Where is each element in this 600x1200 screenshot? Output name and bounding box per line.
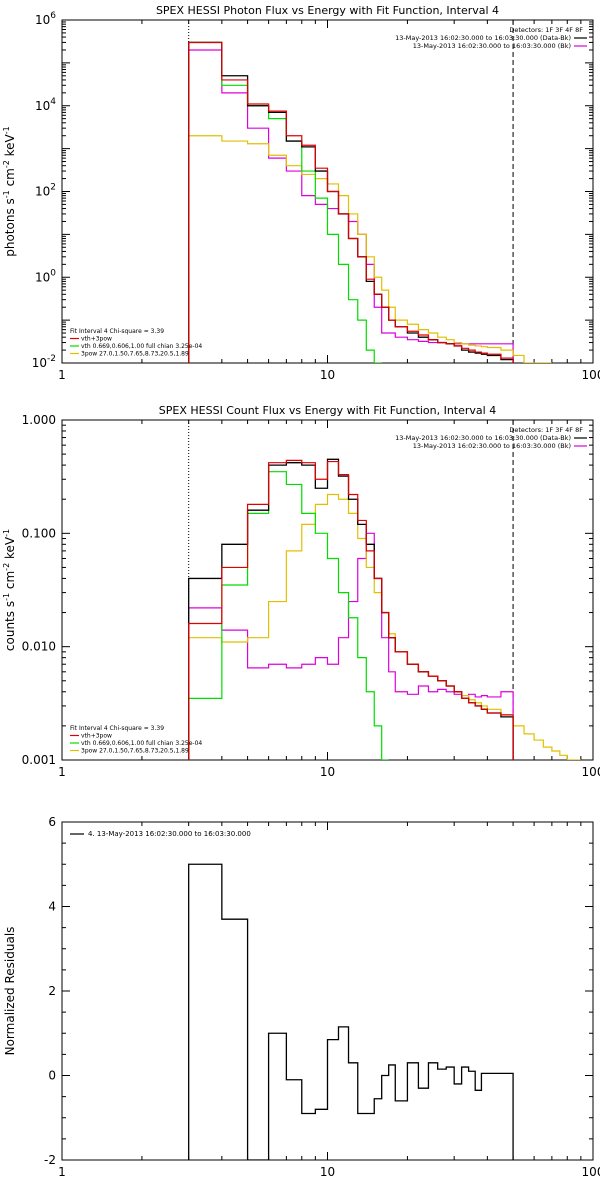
- count-y-tick-label-base: 1.000: [22, 413, 56, 427]
- photon-series-group: [188, 41, 552, 363]
- count-legend-top-item: 13-May-2013 16:02:30.000 to 16:03:30.000…: [413, 442, 571, 450]
- resid-legend-item: 4. 13-May-2013 16:02:30.000 to 16:03:30.…: [88, 830, 251, 838]
- resid-y-tick-label-base: 2: [48, 984, 56, 998]
- count-legend-bottom-item: vth+3pow: [81, 733, 112, 740]
- photon-ylabel-part: cm: [3, 168, 17, 190]
- photon-ylabel: photons s-1 cm-2 keV-1: [2, 126, 17, 257]
- photon-y-tick-label-exp: 4: [50, 97, 56, 107]
- photon-legend-top-item: 13-May-2013 16:02:30.000 to 16:03:30.000…: [413, 42, 571, 50]
- photon-series-thermal: [188, 41, 382, 363]
- count-y-tick-label: 0.001: [22, 753, 56, 767]
- count-x-tick-label: 10: [320, 765, 335, 779]
- count-ylabel-part: counts s: [3, 601, 17, 651]
- count-series-group: [188, 458, 581, 760]
- count-x-tick-label: 100: [582, 765, 600, 779]
- count-legend-bottom: Fit Interval 4 Chi-square = 3.39vth+3pow…: [70, 725, 202, 755]
- photon-legend-top-item: 13-May-2013 16:02:30.000 to 16:03:30.000…: [395, 34, 571, 42]
- count-ylabel-part: cm: [3, 571, 17, 593]
- count-y-tick-label-base: 0.100: [22, 526, 56, 540]
- photon-x-tick-label: 1: [58, 368, 66, 382]
- photon-y-tick-label-exp: 6: [50, 11, 56, 21]
- count-legend-top-item: Detectors: 1F 3F 4F 8F: [509, 426, 583, 434]
- count-legend-bottom-item: vth 0.669,0.606,1.00 full chian 3.25e-04: [81, 740, 202, 747]
- count-x-tick-label: 1: [58, 765, 66, 779]
- resid-y-tick-label-base: 6: [48, 815, 56, 829]
- resid-y-tick-label-base: 0: [48, 1069, 56, 1083]
- photon-y-tick-label-base: 10: [35, 270, 50, 284]
- count-ylabel: counts s-1 cm-2 keV-1: [2, 529, 17, 651]
- count-ylabel-part: -1: [2, 529, 11, 537]
- count-legend-bottom-item: Fit Interval 4 Chi-square = 3.39: [70, 725, 164, 732]
- resid-x-tick-label: 1: [58, 1165, 66, 1179]
- resid-ylabel-part: Normalized Residuals: [3, 927, 17, 1056]
- photon-y-tick-label: 104: [35, 97, 56, 113]
- count-series-data: [188, 458, 514, 760]
- photon-series-data: [188, 41, 514, 363]
- count-series-thermal: [188, 471, 389, 760]
- photon-y-tick-label: 102: [35, 183, 56, 199]
- resid-series-data: [188, 863, 514, 1160]
- count-y-tick-label: 1.000: [22, 413, 56, 427]
- count-y-tick-label: 0.010: [22, 640, 56, 654]
- photon-title: SPEX HESSI Photon Flux vs Energy with Fi…: [156, 4, 499, 17]
- resid-y-tick-label: 2: [48, 984, 56, 998]
- photon-series-total: [188, 41, 514, 363]
- count-series-total: [188, 459, 514, 760]
- count-y-tick-label-base: 0.010: [22, 640, 56, 654]
- photon-legend-bottom-item: vth 0.669,0.606,1.00 full chian 3.25e-04: [81, 343, 202, 350]
- resid-panel: Normalized Residuals 1 10 100 -2 0 2 4 6 4. 13-Ma…: [3, 815, 600, 1179]
- count-y-tick-label: 0.100: [22, 526, 56, 540]
- photon-y-tick-label-base: 10: [32, 356, 47, 370]
- count-ylabel-part: -1: [2, 593, 11, 601]
- photon-panel: SPEX HESSI Photon Flux vs Energy with Fi…: [2, 4, 600, 382]
- photon-y-tick-label-exp: 2: [50, 183, 56, 193]
- photon-y-tick-label-base: 10: [35, 99, 50, 113]
- resid-legend: 4. 13-May-2013 16:02:30.000 to 16:03:30.…: [70, 830, 251, 838]
- resid-x-tick-label: 10: [320, 1165, 335, 1179]
- photon-legend-top-item: Detectors: 1F 3F 4F 8F: [509, 26, 583, 34]
- photon-ylabel-part: -1: [2, 126, 11, 134]
- photon-y-tick-label-exp: 0: [50, 268, 56, 278]
- count-series-background: [188, 532, 514, 760]
- photon-y-tick-label: 10-2: [32, 354, 56, 370]
- resid-y-tick-label: -2: [44, 1153, 56, 1167]
- photon-x-tick-label: 100: [582, 368, 600, 382]
- photon-y-tick-label-base: 10: [35, 185, 50, 199]
- resid-y-tick-label-base: -2: [44, 1153, 56, 1167]
- count-ylabel-part: -2: [2, 563, 11, 571]
- count-panel: SPEX HESSI Count Flux vs Energy with Fit…: [2, 404, 600, 779]
- photon-ylabel-part: photons s: [3, 198, 17, 257]
- count-y-tick-label-base: 0.001: [22, 753, 56, 767]
- photon-y-tick-label-base: 10: [35, 13, 50, 27]
- resid-ylabel: Normalized Residuals: [3, 927, 17, 1056]
- count-ylabel-part: keV: [3, 536, 17, 563]
- resid-y-tick-label: 4: [48, 900, 56, 914]
- photon-legend-bottom: Fit Interval 4 Chi-square = 3.39vth+3pow…: [70, 328, 202, 358]
- resid-y-tick-label: 6: [48, 815, 56, 829]
- resid-y-tick-label: 0: [48, 1069, 56, 1083]
- photon-y-tick-label: 106: [35, 11, 56, 27]
- photon-y-tick-label-exp: -2: [47, 354, 56, 364]
- photon-series-powerlaw: [188, 135, 552, 363]
- photon-ylabel-part: -1: [2, 190, 11, 198]
- count-legend-bottom-item: 3pow 27.0,1.50,7.65,8.73,20.5,1.89: [81, 748, 189, 755]
- count-title: SPEX HESSI Count Flux vs Energy with Fit…: [159, 404, 496, 417]
- count-legend-top-item: 13-May-2013 16:02:30.000 to 16:03:30.000…: [395, 434, 571, 442]
- photon-x-tick-label: 10: [320, 368, 335, 382]
- resid-y-tick-label-base: 4: [48, 900, 56, 914]
- photon-ylabel-part: -2: [2, 160, 11, 168]
- photon-series-background: [188, 49, 514, 363]
- resid-x-tick-label: 100: [582, 1165, 600, 1179]
- resid-series-group: [188, 863, 514, 1160]
- photon-legend-bottom-item: vth+3pow: [81, 336, 112, 343]
- photon-legend-bottom-item: Fit Interval 4 Chi-square = 3.39: [70, 328, 164, 335]
- photon-y-tick-label: 100: [35, 268, 56, 284]
- photon-ylabel-part: keV: [3, 133, 17, 160]
- photon-legend-bottom-item: 3pow 27.0,1.50,7.65,8.73,20.5,1.89: [81, 351, 189, 358]
